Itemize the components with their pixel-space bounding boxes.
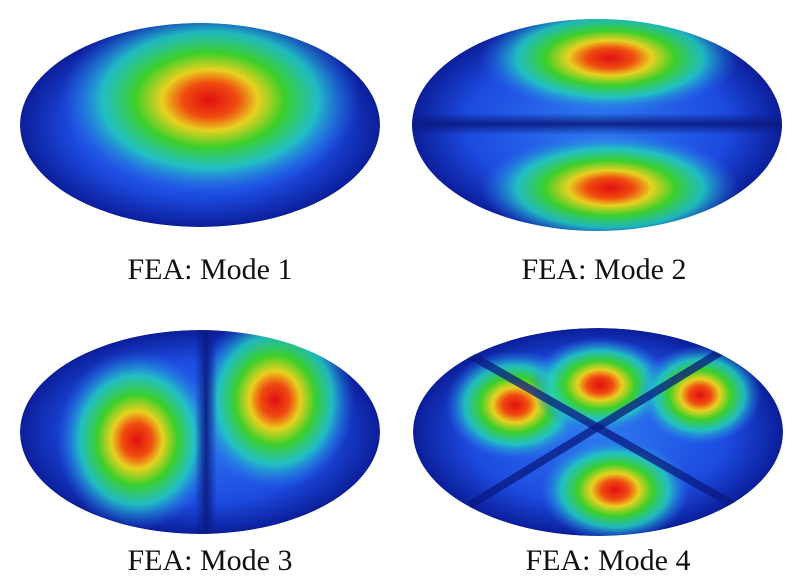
mode-4-plot [413, 328, 783, 542]
caption: FEA: Mode 3 [128, 544, 293, 577]
mode-2-plot [410, 3, 785, 243]
page: FEA: Mode 1 FEA: Mode 2 FEA: Mode 3 FEA:… [0, 0, 791, 581]
mode-1-plot [20, 5, 380, 227]
mode-3-plot [20, 310, 380, 540]
figure: FEA: Mode 1 FEA: Mode 2 FEA: Mode 3 FEA:… [0, 0, 791, 581]
caption: FEA: Mode 1 [128, 253, 293, 286]
caption: FEA: Mode 4 [526, 544, 691, 577]
caption: FEA: Mode 2 [522, 253, 687, 286]
